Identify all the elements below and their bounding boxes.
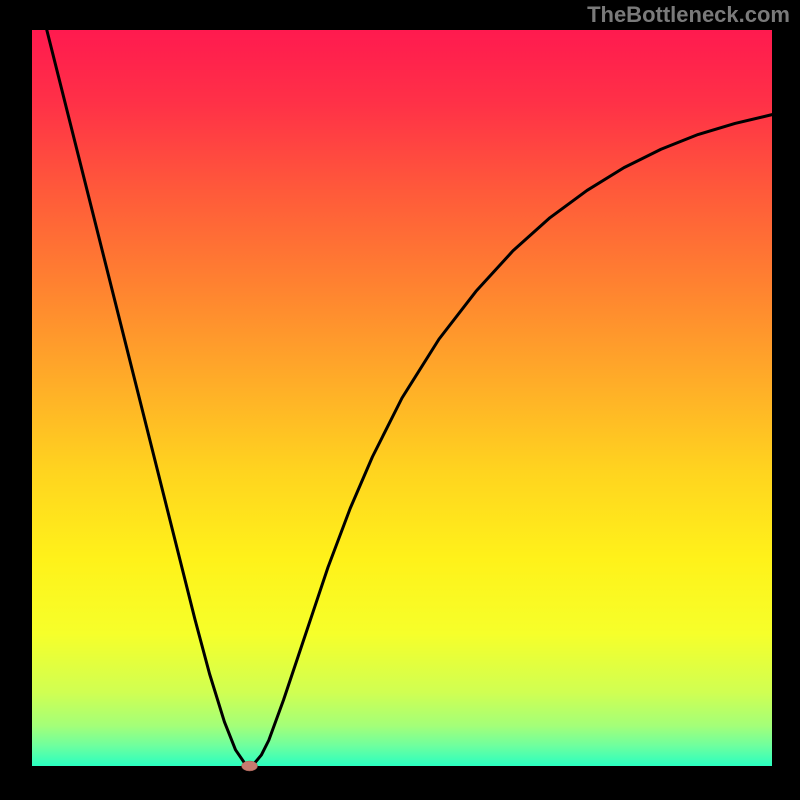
minimum-marker	[242, 761, 258, 771]
watermark-text: TheBottleneck.com	[587, 2, 790, 28]
chart-svg	[0, 0, 800, 800]
chart-container: TheBottleneck.com	[0, 0, 800, 800]
